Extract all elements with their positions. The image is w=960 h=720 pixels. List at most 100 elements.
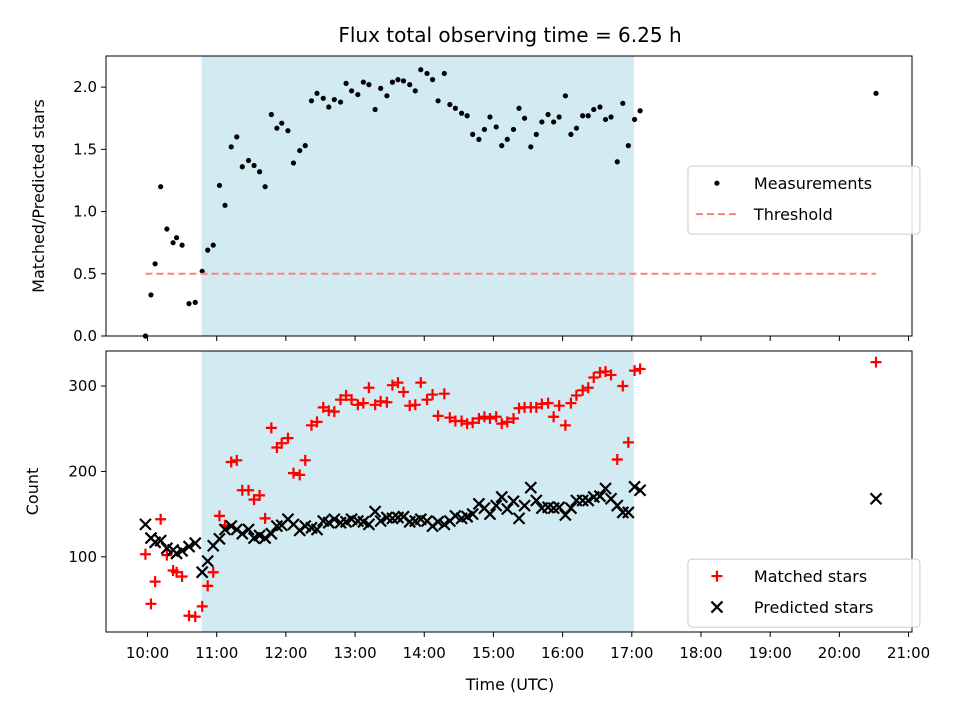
predicted-star-point xyxy=(310,523,324,536)
matched-star-point xyxy=(501,416,513,428)
y-tick-label: 1.5 xyxy=(73,140,97,158)
x-tick-label: 13:00 xyxy=(333,644,376,662)
measurement-point xyxy=(290,160,297,166)
predicted-star-point xyxy=(236,527,249,541)
top-observing-span xyxy=(201,56,634,336)
matched-star-point xyxy=(496,418,508,430)
matched-star-point xyxy=(305,419,317,431)
y-tick-label: 100 xyxy=(68,548,97,566)
measurement-point xyxy=(521,115,528,121)
measurement-point xyxy=(562,93,568,99)
bottom-panel: 100 200 300 10:00 11:00 12:00 13:00 14:00 15:00… xyxy=(23,350,930,662)
measurement-point xyxy=(464,113,470,119)
x-tick-label: 19:00 xyxy=(749,644,792,662)
matched-star-point xyxy=(634,363,646,375)
matched-star-point xyxy=(582,382,594,394)
measurement-point xyxy=(192,299,198,305)
x-tick-label: 18:00 xyxy=(679,644,722,662)
measurement-point xyxy=(418,67,424,73)
matched-star-point xyxy=(248,494,260,506)
predicted-star-point xyxy=(258,531,272,545)
matched-star-point xyxy=(352,399,364,411)
measurement-point xyxy=(205,247,211,253)
measurement-point xyxy=(487,114,493,120)
matched-star-point xyxy=(507,412,519,424)
matched-star-point xyxy=(155,513,167,525)
matched-star-point xyxy=(427,389,439,401)
predicted-star-point xyxy=(628,480,641,494)
predicted-star-point xyxy=(270,519,284,533)
measurement-point xyxy=(360,79,366,85)
legend-label: Measurements xyxy=(754,174,872,193)
measurement-point xyxy=(148,292,154,298)
measurement-point xyxy=(573,125,580,131)
matched-star-point xyxy=(196,600,208,612)
matched-star-point xyxy=(542,397,554,409)
measurement-point xyxy=(493,124,499,130)
predicted-star-point xyxy=(489,499,503,512)
measurement-point xyxy=(580,113,586,119)
measurement-point xyxy=(470,131,476,137)
top-y-axis-label: Matched/Predicted stars xyxy=(29,99,48,293)
measurement-point xyxy=(158,184,164,190)
measurement-point xyxy=(186,301,192,307)
predicted-star-point xyxy=(213,532,226,546)
matched-star-point xyxy=(243,484,255,496)
measurement-point xyxy=(441,70,447,77)
predicted-star-point xyxy=(483,507,497,521)
measurement-point xyxy=(400,78,407,84)
matched-star-point xyxy=(176,570,188,582)
measurement-point xyxy=(199,268,205,274)
matched-star-point xyxy=(207,566,219,578)
matched-star-point xyxy=(357,397,369,409)
matched-star-point xyxy=(202,580,214,592)
y-tick-label: 0.5 xyxy=(73,265,97,283)
matched-star-point xyxy=(287,467,299,479)
measurement-point xyxy=(476,136,482,142)
x-tick-label: 12:00 xyxy=(264,644,307,662)
matched-star-point xyxy=(565,397,577,409)
matched-star-point xyxy=(484,412,496,424)
predicted-star-point xyxy=(368,505,382,518)
x-tick-label: 10:00 xyxy=(126,644,169,662)
matched-star-point xyxy=(299,454,311,466)
matched-star-point xyxy=(415,377,427,389)
chart-title: Flux total observing time = 6.25 h xyxy=(338,23,681,47)
measurement-point xyxy=(873,90,879,96)
measurement-point xyxy=(539,119,545,125)
measurement-point xyxy=(302,143,308,149)
matched-star-point xyxy=(432,410,444,422)
matched-star-point xyxy=(259,512,271,524)
predicted-star-point xyxy=(564,501,578,515)
measurement-point xyxy=(274,125,280,131)
measurement-point xyxy=(314,90,320,96)
matched-star-point xyxy=(473,412,485,424)
x-axis-label: Time (UTC) xyxy=(465,675,554,694)
top-legend: Measurements Threshold xyxy=(687,165,921,235)
x-tick-label: 15:00 xyxy=(472,644,515,662)
measurement-point xyxy=(234,134,240,140)
measurement-point xyxy=(228,144,234,150)
predicted-star-point xyxy=(374,514,387,528)
matched-star-point xyxy=(317,401,329,413)
predicted-star-point xyxy=(265,527,278,541)
matched-star-point xyxy=(438,388,450,400)
matched-star-point xyxy=(254,489,266,501)
measurement-point xyxy=(152,261,158,267)
measurement-point xyxy=(533,131,539,137)
measurement-point xyxy=(504,136,510,142)
predicted-star-point xyxy=(362,518,376,531)
measurement-point xyxy=(545,111,551,118)
measurement-point xyxy=(320,95,326,101)
measurement-point xyxy=(528,144,534,150)
measurement-point xyxy=(384,93,390,99)
y-tick-label: 1.0 xyxy=(73,203,97,221)
measurement-point xyxy=(568,131,574,137)
measurement-point xyxy=(637,108,643,114)
measurement-point xyxy=(279,120,285,126)
predicted-star-point xyxy=(869,492,883,506)
matched-star-point xyxy=(392,377,404,389)
measurement-point xyxy=(349,88,355,94)
measurement-point xyxy=(372,106,378,113)
